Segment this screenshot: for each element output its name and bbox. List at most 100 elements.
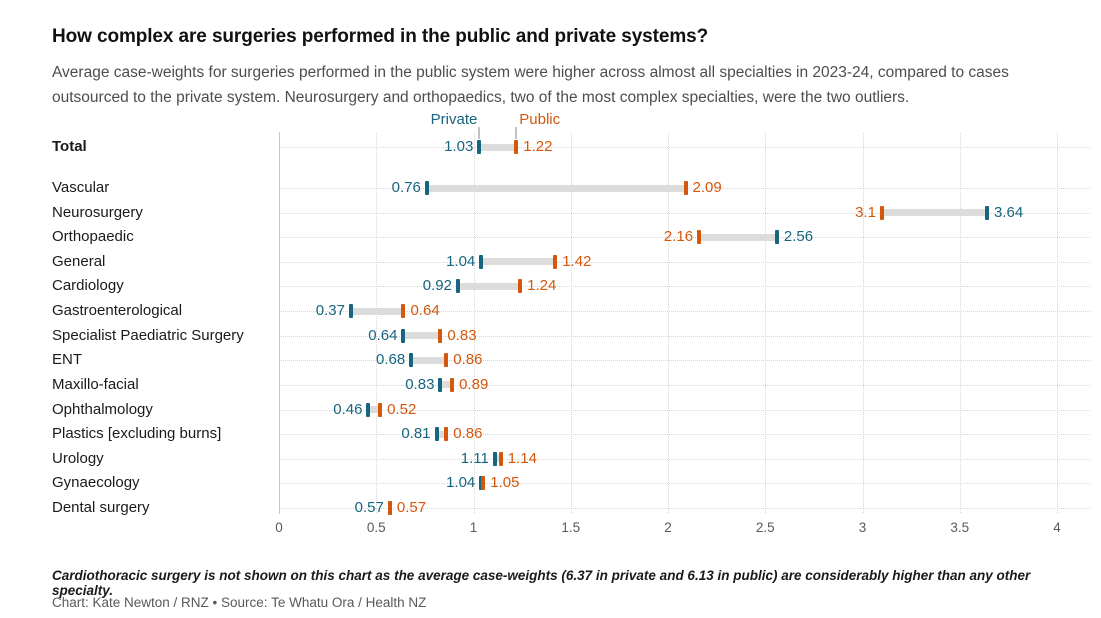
private-value-label: 0.57	[354, 498, 384, 516]
dumbbell-bar	[481, 258, 556, 266]
private-value-label: 0.83	[405, 375, 435, 393]
row-gridline	[279, 335, 1090, 337]
category-label: General	[52, 252, 106, 270]
x-axis-tick-label: 3	[858, 520, 867, 535]
dumbbell-bar	[494, 455, 501, 463]
private-value-label: 0.81	[401, 425, 431, 443]
legend-tick-public	[515, 127, 518, 139]
private-marker	[409, 353, 414, 368]
row-gridline	[279, 311, 1090, 313]
category-label: Ophthalmology	[52, 400, 153, 418]
public-marker	[683, 181, 688, 195]
row-gridline	[279, 434, 1090, 436]
row-gridline	[279, 237, 1090, 239]
private-marker	[424, 181, 429, 195]
chart-footnote: Cardiothoracic surgery is not shown on t…	[52, 567, 1031, 598]
dumbbell-bar	[440, 381, 453, 389]
category-label: Gastroenterological	[52, 302, 183, 320]
public-marker	[401, 304, 406, 319]
category-label: Urology	[52, 449, 104, 467]
x-axis-tick-label: 0.5	[366, 520, 386, 535]
private-value-label: 0.37	[315, 302, 345, 320]
dumbbell-bar	[350, 307, 404, 315]
public-value-label: 1.22	[523, 138, 553, 155]
category-label: Gynaecology	[52, 474, 140, 492]
row-gridline	[279, 409, 1090, 411]
category-label: Neurosurgery	[52, 203, 143, 221]
row-gridline	[279, 212, 1090, 214]
dumbbell-bar	[479, 143, 517, 151]
private-value-label: 0.68	[376, 351, 406, 369]
legend-tick-private	[478, 127, 481, 139]
public-value-label: 3.1	[855, 203, 876, 221]
category-label: Dental surgery	[52, 498, 150, 516]
category-label: Cardiology	[52, 277, 124, 295]
private-marker	[774, 230, 779, 245]
public-marker	[450, 377, 455, 392]
public-marker	[481, 476, 486, 491]
private-marker	[348, 304, 353, 319]
public-value-label: 1.14	[507, 449, 537, 467]
row-gridline	[279, 483, 1090, 485]
private-value-label: 0.92	[422, 277, 452, 295]
public-marker	[498, 451, 503, 466]
x-axis-tick-label: 3.5	[950, 520, 970, 535]
private-marker	[366, 402, 371, 417]
category-label: Maxillo-facial	[52, 375, 139, 393]
public-value-label: 0.64	[410, 302, 440, 320]
chart-subtitle: Average case-weights for surgeries perfo…	[52, 63, 1009, 106]
row-gridline	[279, 360, 1090, 362]
private-marker	[984, 205, 989, 220]
dumbbell-bar	[457, 282, 521, 290]
dumbbell-bar	[436, 430, 447, 438]
public-value-label: 0.52	[387, 400, 417, 418]
x-gridline	[1057, 132, 1058, 513]
public-marker	[514, 140, 519, 154]
row-gridline	[279, 147, 1090, 148]
x-axis-tick-label: 1	[469, 520, 478, 535]
private-marker	[434, 427, 439, 442]
row-gridline	[279, 286, 1090, 288]
private-value-label: 2.56	[783, 228, 814, 246]
dumbbell-bar	[699, 233, 777, 241]
public-marker	[697, 230, 702, 245]
x-gridline	[959, 132, 961, 513]
row-gridline	[279, 384, 1090, 386]
dumbbell-bar	[368, 406, 381, 414]
x-axis-tick-label: 1.5	[561, 520, 581, 535]
public-value-label: 1.42	[562, 252, 592, 270]
private-value-label: 1.03	[444, 138, 474, 155]
private-value-label: 1.04	[446, 252, 476, 270]
legend-label-public: Public	[519, 111, 561, 128]
x-gridline	[862, 132, 864, 513]
private-value-label: 1.04	[446, 474, 476, 492]
chart-credit: Chart: Kate Newton / RNZ • Source: Te Wh…	[52, 594, 427, 610]
x-gridline	[765, 132, 767, 513]
private-marker	[492, 451, 497, 466]
private-value-label: 0.76	[391, 179, 421, 196]
public-value-label: 2.09	[692, 179, 722, 196]
category-label: Orthopaedic	[52, 228, 134, 246]
private-value-label: 0.64	[368, 326, 398, 344]
row-gridline	[279, 458, 1090, 460]
private-value-label: 0.46	[333, 400, 363, 418]
public-value-label: 0.86	[453, 425, 483, 443]
x-axis-tick-label: 4	[1053, 520, 1061, 535]
private-marker	[438, 377, 443, 392]
row-gridline	[279, 507, 1090, 509]
x-axis-tick-label: 2	[664, 520, 672, 535]
row-gridline	[279, 261, 1090, 263]
public-marker	[444, 427, 449, 442]
private-marker	[401, 328, 406, 343]
public-marker	[879, 205, 884, 220]
public-value-label: 1.24	[527, 277, 557, 295]
dumbbell-bar	[881, 209, 987, 217]
page-title: How complex are surgeries performed in t…	[52, 25, 709, 47]
public-marker	[438, 328, 443, 343]
category-label: ENT	[52, 351, 82, 369]
public-marker	[378, 402, 383, 417]
dumbbell-bar	[403, 332, 441, 340]
x-axis-tick-label: 2.5	[755, 520, 775, 535]
public-value-label: 0.86	[453, 351, 483, 369]
